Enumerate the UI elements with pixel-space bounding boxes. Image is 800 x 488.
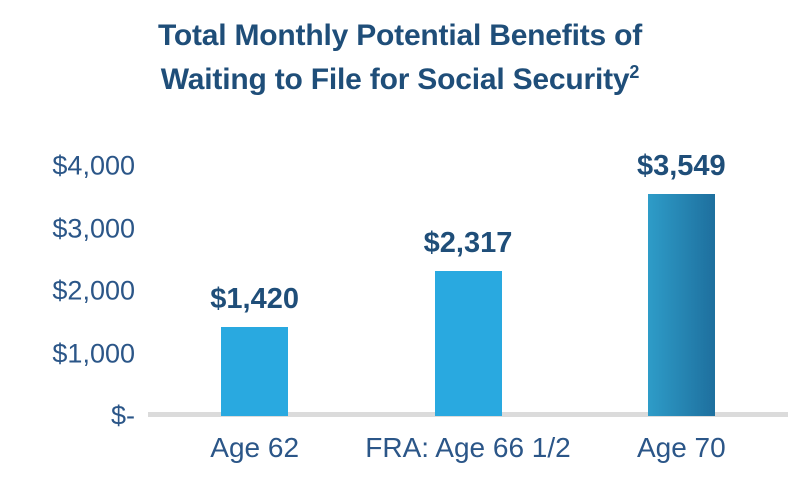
- bar-value-label-age-70: $3,549: [636, 150, 726, 183]
- chart-title-footnote-marker: 2: [629, 62, 640, 82]
- x-axis-label-fra-age-66-1-2: FRA: Age 66 1/2: [365, 432, 571, 463]
- bar-value-label-fra-age-66-1-2: $2,317: [423, 227, 513, 260]
- chart-title: Total Monthly Potential Benefits of Waiti…: [0, 14, 800, 102]
- bar-value-label-age-62: $1,420: [210, 283, 300, 316]
- chart-title-line1: Total Monthly Potential Benefits of: [157, 19, 643, 52]
- y-axis-tick-label-0: $-: [110, 400, 135, 431]
- x-axis-label-age-70: Age 70: [636, 432, 726, 463]
- y-axis-tick-label-1000: $1,000: [52, 338, 135, 368]
- y-axis-tick-label-4000: $4,000: [52, 150, 135, 181]
- bar-fra-age-66-1-2: [434, 271, 502, 416]
- chart-title-line2: Waiting to File for Social Security: [160, 63, 630, 96]
- bar-age-70: [647, 194, 715, 416]
- bar-age-62: [221, 327, 289, 416]
- y-axis-tick-label-3000: $3,000: [52, 213, 135, 243]
- y-axis-tick-label-2000: $2,000: [52, 275, 135, 306]
- x-axis-label-age-62: Age 62: [210, 432, 300, 463]
